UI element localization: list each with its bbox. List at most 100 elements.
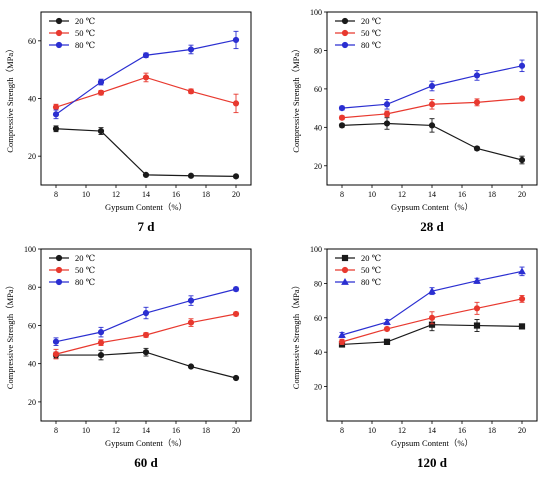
y-tick-label: 40 xyxy=(28,360,36,369)
data-point xyxy=(518,323,526,330)
data-point xyxy=(142,331,150,339)
x-tick-label: 14 xyxy=(142,426,150,435)
series-2 xyxy=(338,95,526,121)
data-point xyxy=(52,111,60,118)
x-tick-label: 16 xyxy=(458,190,466,199)
x-tick-label: 16 xyxy=(172,426,180,435)
chart-panel-3: 8 10 12 14 16 18 20 20 40 60 80 100 Gypsum Content（%… xyxy=(5,245,252,470)
y-tick-label: 100 xyxy=(310,8,322,17)
data-point xyxy=(232,286,240,293)
y-tick-label: 20 xyxy=(314,162,322,171)
data-point xyxy=(142,171,150,179)
y-tick-label: 80 xyxy=(314,46,322,55)
y-tick-label: 60 xyxy=(314,85,322,94)
data-point xyxy=(142,52,150,59)
data-point xyxy=(383,110,391,117)
x-tick-label: 20 xyxy=(518,190,526,199)
data-point xyxy=(142,74,150,81)
legend-swatch-marker xyxy=(341,17,349,25)
y-tick-label: 60 xyxy=(28,37,36,46)
data-point xyxy=(473,72,481,79)
data-point xyxy=(52,125,60,132)
legend-label: 20 ℃ xyxy=(75,253,95,263)
y-tick-label: 60 xyxy=(314,314,322,323)
data-point xyxy=(142,309,150,317)
data-point xyxy=(383,101,391,108)
legend-swatch-marker xyxy=(55,266,63,274)
panel-caption: 28 d xyxy=(420,219,444,234)
data-point xyxy=(428,82,436,90)
x-tick-label: 8 xyxy=(54,426,58,435)
plot-frame xyxy=(326,11,538,186)
data-point xyxy=(232,100,240,107)
x-tick-label: 16 xyxy=(172,190,180,199)
x-tick-label: 18 xyxy=(488,426,496,435)
data-point xyxy=(232,374,240,382)
legend-swatch-marker xyxy=(341,266,349,274)
panel-caption: 60 d xyxy=(134,455,158,470)
data-point xyxy=(187,172,195,179)
x-tick-label: 10 xyxy=(82,426,90,435)
data-point xyxy=(338,338,346,345)
legend-label: 80 ℃ xyxy=(75,40,95,50)
y-tick-label: 20 xyxy=(28,398,36,407)
data-point xyxy=(518,95,526,102)
data-point xyxy=(473,145,481,152)
legend: 20 ℃ 50 ℃ 80 ℃ xyxy=(49,253,95,287)
data-point xyxy=(473,276,481,284)
y-tick-label: 20 xyxy=(28,152,36,161)
panel-caption: 7 d xyxy=(138,219,156,234)
series-3 xyxy=(338,59,526,112)
x-tick-label: 12 xyxy=(398,426,406,435)
legend-swatch-marker xyxy=(55,29,63,37)
data-point xyxy=(142,349,150,356)
data-point xyxy=(52,351,60,358)
series-2 xyxy=(52,310,240,360)
series-2 xyxy=(52,72,240,114)
chart-panel-2: 8 10 12 14 16 18 20 20 40 60 80 100 Gypsum Content（%… xyxy=(291,8,538,234)
x-tick-label: 20 xyxy=(232,190,240,199)
legend-swatch-marker xyxy=(341,277,349,285)
y-axis-label: Compressive Strength（MPa） xyxy=(5,281,15,389)
x-tick-label: 14 xyxy=(428,426,436,435)
data-point xyxy=(338,105,346,112)
legend: 20 ℃ 50 ℃ 80 ℃ xyxy=(335,16,381,50)
x-tick-label: 18 xyxy=(488,190,496,199)
x-tick-label: 20 xyxy=(232,426,240,435)
legend-swatch-marker xyxy=(55,254,63,262)
legend-label: 80 ℃ xyxy=(361,40,381,50)
y-tick-label: 40 xyxy=(314,123,322,132)
data-point xyxy=(428,287,436,295)
data-point xyxy=(338,122,346,129)
x-tick-label: 12 xyxy=(112,190,120,199)
data-point xyxy=(383,325,391,333)
data-point xyxy=(187,319,195,326)
chart-panel-1: 8 10 12 14 16 18 20 20 40 60 Gypsum Content（%） Comp… xyxy=(5,11,252,234)
series-line xyxy=(55,128,237,177)
data-point xyxy=(383,338,391,345)
x-tick-label: 8 xyxy=(340,426,344,435)
x-tick-label: 10 xyxy=(82,190,90,199)
legend-label: 50 ℃ xyxy=(361,28,381,38)
data-point xyxy=(52,338,60,345)
data-point xyxy=(97,89,105,96)
x-tick-label: 12 xyxy=(398,190,406,199)
x-tick-label: 14 xyxy=(428,190,436,199)
data-point xyxy=(97,127,105,135)
legend-label: 20 ℃ xyxy=(75,16,95,26)
data-point xyxy=(232,36,240,44)
data-point xyxy=(52,104,60,111)
legend-swatch-marker xyxy=(55,17,63,25)
data-point xyxy=(473,322,481,329)
x-tick-label: 12 xyxy=(112,426,120,435)
data-point xyxy=(97,78,105,86)
series-3 xyxy=(52,30,240,120)
legend-label: 80 ℃ xyxy=(75,277,95,287)
x-axis-label: Gypsum Content（%） xyxy=(105,438,187,448)
y-tick-label: 100 xyxy=(310,245,322,254)
legend-swatch-marker xyxy=(341,254,349,262)
data-point xyxy=(187,46,195,53)
legend-swatch-marker xyxy=(341,29,349,37)
y-tick-label: 80 xyxy=(314,279,322,288)
